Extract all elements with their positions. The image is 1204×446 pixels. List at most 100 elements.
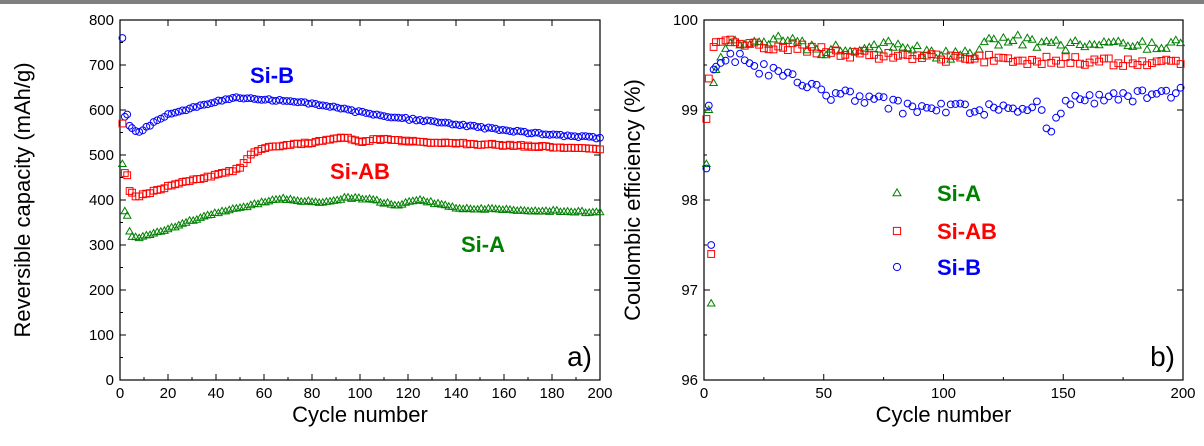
- data-point: [883, 36, 894, 45]
- series-si-b: [118, 34, 604, 143]
- data-point: [120, 169, 129, 177]
- data-point: [1109, 89, 1118, 98]
- data-point: [203, 100, 212, 109]
- data-point: [1152, 44, 1162, 53]
- y-tick-label: 400: [89, 192, 114, 209]
- data-point: [960, 46, 970, 55]
- data-point: [1076, 95, 1084, 104]
- data-point: [1176, 83, 1185, 92]
- data-point: [1157, 57, 1166, 65]
- data-point: [1161, 43, 1171, 52]
- data-point: [989, 34, 999, 43]
- data-point: [812, 80, 821, 89]
- data-point: [755, 69, 763, 78]
- data-point: [1138, 57, 1147, 66]
- data-point: [447, 201, 458, 210]
- data-point: [473, 123, 482, 131]
- data-point: [927, 104, 936, 113]
- data-point: [380, 112, 388, 121]
- data-point: [1037, 60, 1046, 68]
- top-border: [0, 0, 1204, 4]
- data-point: [1056, 59, 1065, 68]
- data-point: [1152, 89, 1161, 98]
- data-point: [941, 57, 950, 66]
- data-point: [961, 54, 969, 63]
- data-point: [1176, 60, 1185, 68]
- data-point: [913, 51, 922, 60]
- data-point: [950, 46, 961, 55]
- data-point: [769, 63, 778, 72]
- y-tick-label: 0: [106, 372, 114, 389]
- data-point: [1052, 113, 1060, 122]
- data-point: [577, 206, 587, 215]
- data-point: [354, 192, 364, 201]
- x-tick-label: 180: [539, 385, 564, 402]
- data-point: [1023, 60, 1032, 68]
- y-tick-label: 600: [89, 102, 114, 119]
- data-point: [1080, 60, 1089, 69]
- data-point: [840, 46, 850, 55]
- data-point: [907, 45, 917, 54]
- x-tick-label: 100: [931, 385, 956, 402]
- data-point: [898, 50, 907, 59]
- data-point: [1119, 89, 1128, 97]
- data-point: [195, 212, 206, 221]
- data-point: [975, 106, 984, 115]
- data-point: [807, 42, 816, 51]
- data-point: [502, 126, 511, 135]
- data-point: [170, 222, 180, 231]
- data-point: [398, 114, 406, 122]
- data-point: [192, 214, 202, 223]
- data-point: [1109, 61, 1118, 70]
- data-point: [466, 121, 475, 130]
- data-point: [261, 95, 270, 104]
- data-point: [736, 39, 744, 48]
- data-point: [426, 196, 436, 205]
- data-point: [1147, 37, 1157, 46]
- data-point: [936, 50, 946, 59]
- data-point: [246, 94, 255, 103]
- data-point: [1071, 53, 1080, 61]
- data-point: [1100, 96, 1108, 105]
- data-point: [181, 217, 191, 226]
- data-point: [1061, 96, 1070, 105]
- data-point: [246, 200, 256, 209]
- data-point: [382, 197, 393, 206]
- data-point: [850, 47, 859, 56]
- data-point: [1085, 91, 1094, 99]
- data-point: [922, 45, 932, 54]
- data-point: [329, 102, 338, 111]
- data-point: [1009, 58, 1017, 66]
- data-point: [177, 218, 188, 227]
- data-point: [1171, 35, 1181, 44]
- data-point: [822, 48, 831, 56]
- data-point: [1104, 37, 1114, 46]
- data-point: [192, 103, 201, 111]
- data-point: [1099, 37, 1109, 45]
- data-point: [860, 46, 869, 55]
- data-point: [704, 101, 713, 110]
- data-point: [206, 210, 216, 218]
- data-point: [793, 78, 802, 87]
- data-point: [1004, 104, 1013, 113]
- y-axis-label: Reversible capacity (mAh/g): [10, 62, 35, 337]
- data-point: [841, 86, 850, 95]
- data-point: [889, 95, 898, 104]
- data-point: [418, 195, 429, 204]
- data-point: [712, 62, 720, 71]
- data-point: [998, 32, 1008, 41]
- data-point: [870, 50, 878, 59]
- data-point: [516, 127, 525, 136]
- data-point: [472, 204, 483, 213]
- data-point: [444, 119, 453, 127]
- data-point: [1118, 38, 1128, 47]
- data-point: [932, 106, 941, 115]
- data-point: [200, 100, 208, 109]
- data-point: [994, 53, 1003, 62]
- data-point: [750, 62, 759, 70]
- data-point: [721, 36, 730, 45]
- x-tick-label: 100: [347, 385, 372, 402]
- data-point: [135, 128, 144, 136]
- x-tick-label: 200: [1170, 385, 1195, 402]
- data-point: [893, 39, 903, 48]
